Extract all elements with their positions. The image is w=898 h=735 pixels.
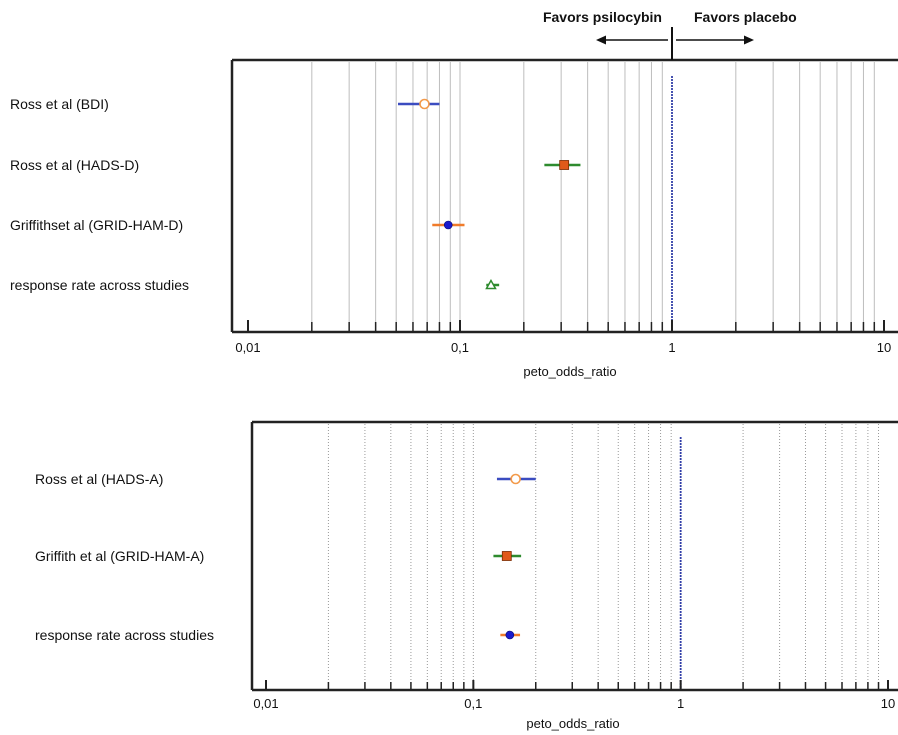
x-tick-label: 10	[881, 696, 895, 711]
favor-arrowhead-left	[596, 35, 606, 45]
study-label: Ross et al (HADS-A)	[35, 471, 163, 487]
x-tick-label: 0,01	[253, 696, 278, 711]
favor-arrowhead-right	[744, 35, 754, 45]
x-tick-label: 0,1	[464, 696, 482, 711]
x-tick-label: 1	[668, 340, 675, 355]
study-label: response rate across studies	[10, 277, 189, 293]
study-label: response rate across studies	[35, 627, 214, 643]
estimate-marker	[510, 473, 521, 485]
forest-panel-2: 0,01 0,1 1 10 peto_odds_ratio Ross et al (HAD…	[35, 420, 898, 731]
estimate-marker	[559, 160, 570, 170]
forest-panel-1: 0,01 0,1 1 10 peto_odds_ratio Ross et al (BDI…	[10, 9, 898, 379]
favor-right-label: Favors placebo	[694, 9, 797, 25]
x-tick-label: 1	[677, 696, 684, 711]
x-tick-label: 0,1	[451, 340, 469, 355]
x-tick-label: 0,01	[235, 340, 260, 355]
x-axis-title: peto_odds_ratio	[526, 716, 619, 731]
x-axis-title: peto_odds_ratio	[523, 364, 616, 379]
study-label: Ross et al (HADS-D)	[10, 157, 139, 173]
x-tick-label: 10	[877, 340, 891, 355]
favor-left-label: Favors psilocybin	[543, 9, 662, 25]
estimate-marker	[485, 278, 497, 290]
estimate-marker	[419, 98, 430, 110]
study-label: Griffith et al (GRID-HAM-A)	[35, 548, 204, 564]
estimate-marker	[501, 551, 512, 561]
estimate-marker	[443, 220, 453, 230]
estimate-marker	[505, 630, 515, 640]
study-label: Ross et al (BDI)	[10, 96, 109, 112]
study-label: Griffithset al (GRID-HAM-D)	[10, 217, 183, 233]
